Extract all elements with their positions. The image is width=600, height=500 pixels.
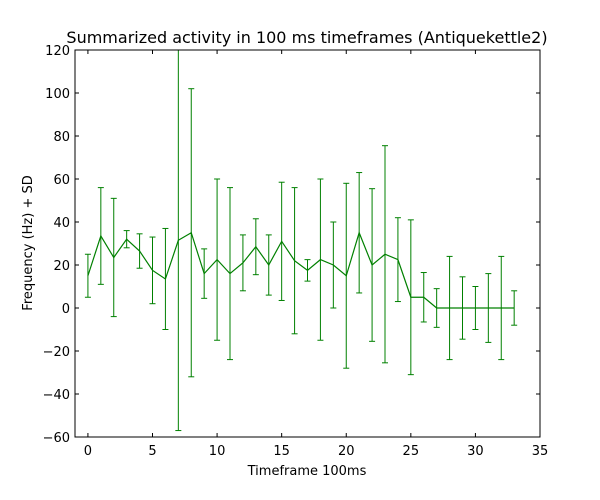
x-axis-label: Timeframe 100ms (247, 464, 367, 479)
plot-frame (74, 49, 541, 438)
x-tick-label: 35 (532, 444, 549, 459)
plot-marks (84, 50, 518, 432)
y-tick-label: 80 (53, 130, 70, 145)
x-tick-label: 0 (84, 444, 92, 459)
y-tick-label: 40 (53, 216, 70, 231)
x-tick-label: 5 (148, 444, 156, 459)
x-tick-label: 25 (403, 444, 420, 459)
y-tick-label: 60 (53, 173, 70, 188)
y-axis-label: Frequency (Hz) + SD (21, 175, 36, 310)
x-tick-label: 15 (273, 444, 290, 459)
chart-title: Summarized activity in 100 ms timeframes… (66, 28, 547, 47)
y-tick-label: 20 (53, 259, 70, 274)
y-tick-label: 0 (62, 302, 70, 317)
series-line (87, 230, 515, 309)
x-tick-label: 10 (209, 444, 226, 459)
x-tick-label: 30 (467, 444, 484, 459)
y-tick-label: −60 (43, 431, 70, 446)
x-tick-label: 20 (338, 444, 355, 459)
y-tick-label: 120 (45, 44, 70, 59)
y-tick-label: 100 (45, 87, 70, 102)
y-tick-label: −40 (43, 388, 70, 403)
y-tick-label: −20 (43, 345, 70, 360)
